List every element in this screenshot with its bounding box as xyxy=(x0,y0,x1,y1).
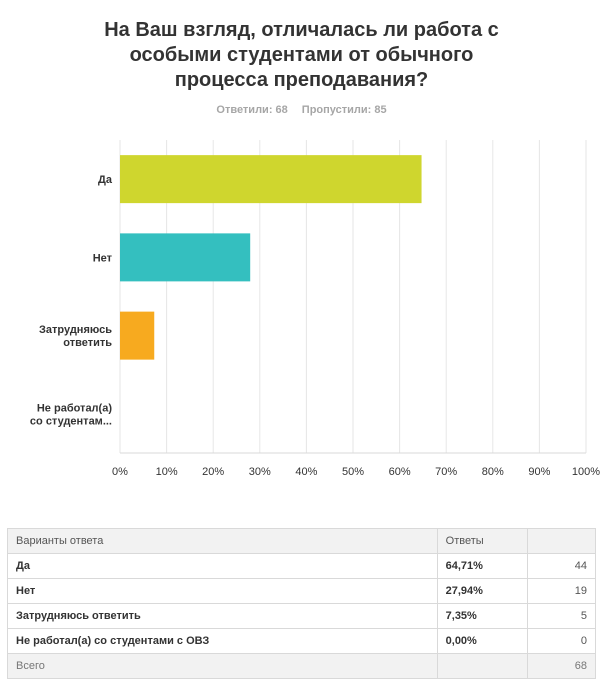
row-count: 19 xyxy=(527,578,596,604)
x-tick-label: 10% xyxy=(156,466,178,478)
row-count: 5 xyxy=(527,603,596,629)
bar xyxy=(120,311,155,360)
category-label: Нет xyxy=(93,252,113,264)
row-percent: 27,94% xyxy=(436,578,529,604)
table-row: Нет 27,94% 19 xyxy=(7,578,596,604)
header-answers: Ответы xyxy=(436,528,529,554)
total-spacer xyxy=(436,653,529,679)
row-option: Затрудняюсь ответить xyxy=(7,603,438,629)
table-row: Не работал(а) со студентами с ОВЗ 0,00% … xyxy=(7,628,596,654)
row-percent: 0,00% xyxy=(436,628,529,654)
row-count: 0 xyxy=(527,628,596,654)
table-header-row: Варианты ответа Ответы xyxy=(7,528,596,554)
skipped-count: Пропустили: 85 xyxy=(301,104,387,116)
category-label: Не работал(а) со студентам... xyxy=(30,402,112,427)
header-options: Варианты ответа xyxy=(7,528,438,554)
x-tick-label: 20% xyxy=(202,466,224,478)
x-tick-label: 100% xyxy=(572,466,600,478)
x-tick-label: 50% xyxy=(342,466,364,478)
category-label: Да xyxy=(98,174,113,186)
table-row: Да 64,71% 44 xyxy=(7,553,596,579)
results-table: Варианты ответа Ответы Да 64,71% 44 Нет … xyxy=(7,528,596,679)
table-row: Затрудняюсь ответить 7,35% 5 xyxy=(7,603,596,629)
x-tick-label: 0% xyxy=(112,466,128,478)
bar-chart: 0% 10% 20% 30% 40% 50% 60% 70% 80% 90% 100% Да Нет За… xyxy=(30,140,600,478)
x-tick-label: 90% xyxy=(528,466,550,478)
category-label-line: Затрудняюсь xyxy=(39,324,112,336)
category-label-line: ответить xyxy=(63,337,112,349)
question-title-line: процесса преподавания? xyxy=(174,69,429,91)
category-label-line: со студентам... xyxy=(30,415,112,427)
category-label-line: Нет xyxy=(93,252,113,264)
question-title-line: На Ваш взгляд, отличалась ли работа с xyxy=(104,19,499,41)
category-label-line: Не работал(а) xyxy=(37,402,112,414)
row-option: Нет xyxy=(7,578,438,604)
bar xyxy=(120,233,251,282)
total-count: 68 xyxy=(527,653,596,679)
row-count: 44 xyxy=(527,553,596,579)
x-tick-label: 30% xyxy=(249,466,271,478)
category-label-line: Да xyxy=(98,174,113,186)
question-title: На Ваш взгляд, отличалась ли работа с ос… xyxy=(0,18,603,93)
answered-count: Ответили: 68 xyxy=(216,104,288,116)
question-title-line: особыми студентами от обычного xyxy=(129,44,474,66)
category-label: Затрудняюсь ответить xyxy=(39,324,112,349)
response-stats: Ответили: 68 Пропустили: 85 xyxy=(0,104,603,116)
x-tick-label: 60% xyxy=(389,466,411,478)
row-percent: 7,35% xyxy=(436,603,529,629)
x-tick-label: 40% xyxy=(295,466,317,478)
row-option: Не работал(а) со студентами с ОВЗ xyxy=(7,628,438,654)
total-label: Всего xyxy=(7,653,438,679)
row-option: Да xyxy=(7,553,438,579)
x-tick-label: 70% xyxy=(435,466,457,478)
header-count xyxy=(527,528,596,554)
bar xyxy=(120,155,422,204)
row-percent: 64,71% xyxy=(436,553,529,579)
x-tick-label: 80% xyxy=(482,466,504,478)
table-total-row: Всего 68 xyxy=(7,653,596,679)
